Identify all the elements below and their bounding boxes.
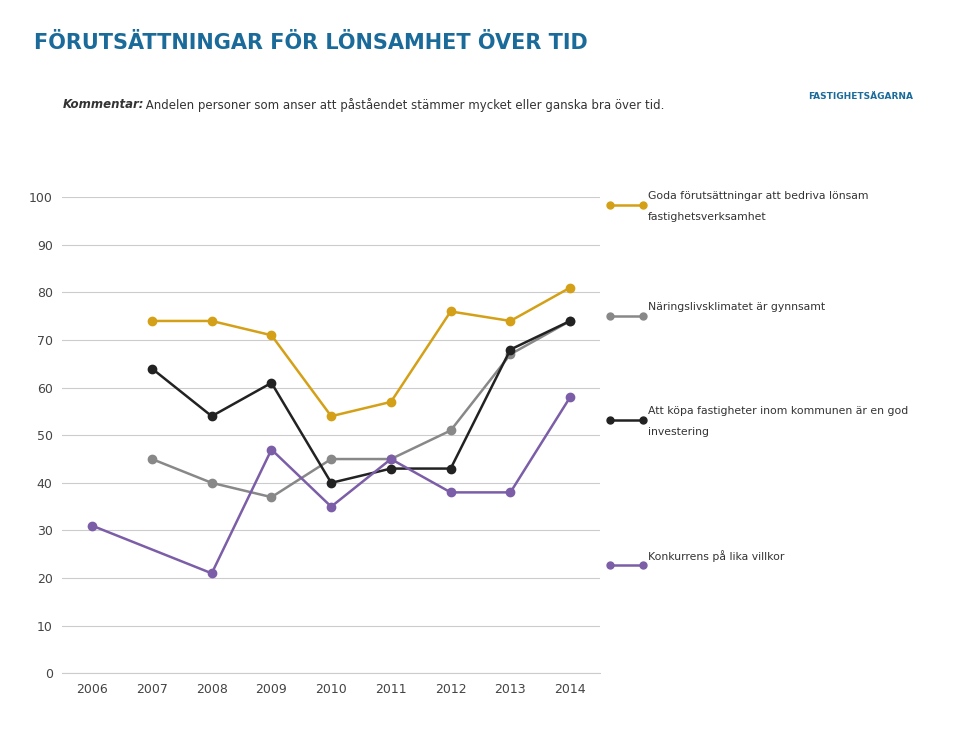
Text: Andelen personer som anser att påståendet stämmer mycket eller ganska bra över t: Andelen personer som anser att påstående…: [142, 98, 664, 112]
Text: investering: investering: [648, 427, 709, 437]
Text: FÖRUTSÄTTNINGAR FÖR LÖNSAMHET ÖVER TID: FÖRUTSÄTTNINGAR FÖR LÖNSAMHET ÖVER TID: [34, 33, 588, 54]
Text: Kommentar:: Kommentar:: [62, 98, 144, 111]
Text: Att köpa fastigheter inom kommunen är en god: Att köpa fastigheter inom kommunen är en…: [648, 406, 908, 417]
Text: Goda förutsättningar att bedriva lönsam: Goda förutsättningar att bedriva lönsam: [648, 190, 869, 201]
Text: Konkurrens på lika villkor: Konkurrens på lika villkor: [648, 551, 784, 562]
Text: FASTIGHETSÄGARNA: FASTIGHETSÄGARNA: [807, 92, 913, 101]
Text: Näringslivsklimatet är gynnsamt: Näringslivsklimatet är gynnsamt: [648, 302, 826, 312]
Text: fastighetsverksamhet: fastighetsverksamhet: [648, 211, 767, 222]
